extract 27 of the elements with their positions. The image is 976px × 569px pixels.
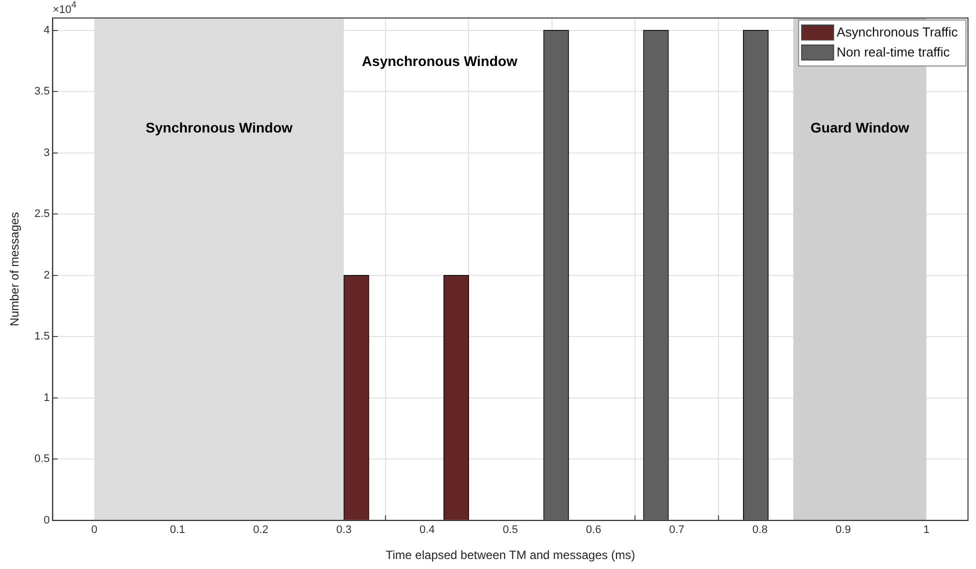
x-tick-label: 0 [91,524,98,536]
x-axis-title: Time elapsed between TM and messages (ms) [386,548,636,562]
x-tick-label: 0.5 [502,524,518,536]
x-tick-label: 0.3 [336,524,352,536]
x-tick-label: 0.7 [669,524,684,536]
y-tick-label: 2.5 [34,208,50,220]
legend-label: Non real-time traffic [836,44,950,60]
y-tick-label: 3 [44,146,50,159]
x-tick-label: 1 [923,524,930,536]
y-axis-title: Number of messages [8,212,22,326]
x-tick-label: 0.1 [170,524,186,536]
y-tick-label: 4 [44,24,50,36]
legend-label: Asynchronous Traffic [836,24,958,40]
band-label: Synchronous Window [146,119,293,136]
y-tick-label: 1 [44,392,50,404]
band-label: Guard Window [810,119,910,136]
x-tick-label: 0.9 [836,524,851,536]
y-tick-label: 3.5 [34,86,50,98]
y-tick-label: 0.5 [34,453,50,466]
x-tick-label: 0.8 [752,524,768,536]
x-tick-label: 0.6 [586,524,602,536]
y-tick-label: 2 [44,269,50,282]
x-tick-label: 0.2 [253,524,268,536]
x-tick-label: 0.4 [419,524,435,536]
annotation: Asynchronous Window [362,52,518,69]
y-tick-label: 1.5 [34,330,50,343]
y-tick-label: 0 [44,514,50,526]
